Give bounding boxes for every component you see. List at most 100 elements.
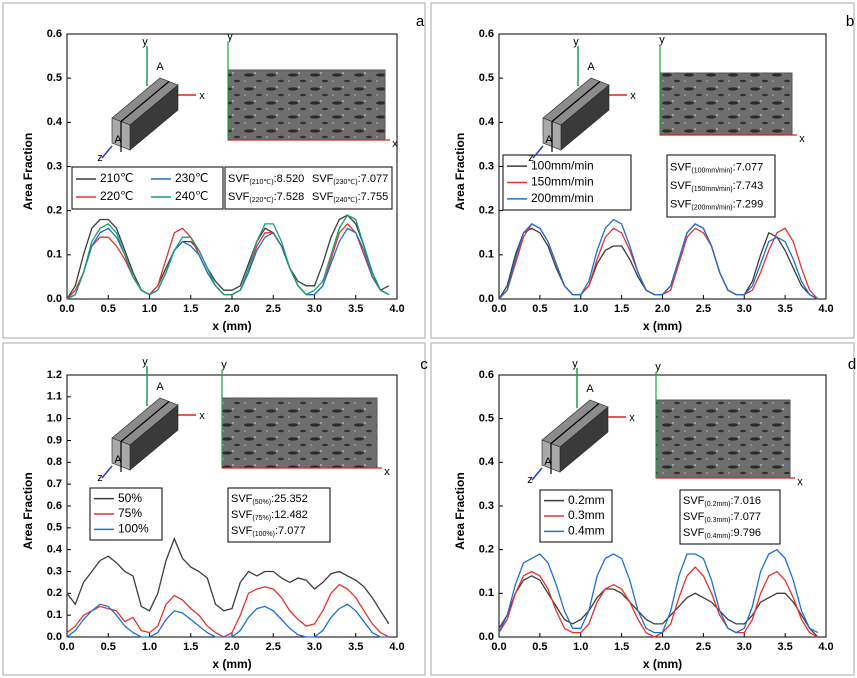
annotation: SVF(0.4mm):9.796 [683, 527, 761, 540]
inset-label: x [199, 410, 205, 422]
y-tick-label: 1.0 [47, 413, 62, 425]
annotation-main: SVF [312, 173, 334, 185]
annotation-value: :7.077 [275, 525, 306, 537]
micrograph [221, 397, 378, 469]
annotation-main: SVF [231, 493, 253, 505]
weld-line [550, 403, 600, 444]
inset-label: A [545, 134, 553, 146]
axis-arrow-z [532, 145, 544, 159]
x-axis-label: x (mm) [643, 319, 682, 333]
legend-label: 240℃ [175, 189, 209, 203]
annotation-main: SVF [231, 525, 253, 537]
x-tick-label: 4.0 [818, 641, 833, 653]
inset-label: z [97, 152, 103, 164]
y-tick-label: 0.2 [47, 587, 62, 599]
data-line [498, 566, 819, 638]
x-tick-label: 2.0 [224, 641, 239, 653]
x-tick-label: 0.0 [491, 641, 506, 653]
x-tick-label: 0.5 [532, 303, 547, 315]
annotation-value: :7.077 [358, 173, 389, 185]
weld-line [120, 81, 170, 122]
annotation-main: SVF [683, 511, 705, 523]
x-tick-label: 2.5 [696, 641, 711, 653]
x-tick-label: 3.5 [777, 641, 792, 653]
legend-label: 220℃ [100, 189, 134, 203]
inset-label: A [114, 134, 122, 146]
annotation-value: :9.796 [730, 527, 761, 539]
data-line [66, 214, 390, 300]
y-axis-label: Area Fraction [21, 472, 35, 549]
y-tick-label: 1.1 [47, 391, 62, 403]
y-tick-label: 0.7 [47, 478, 62, 490]
inset-label: x [199, 90, 205, 102]
inset-label: z [527, 474, 533, 486]
annotation-main: SVF [228, 191, 250, 203]
annotation-box [666, 154, 776, 218]
annotation-sub: (100%) [252, 531, 275, 538]
x-axis-label: x (mm) [212, 657, 251, 671]
annotation-sub: (150mm/min) [691, 186, 732, 193]
annotation-sub: (75%) [252, 515, 271, 522]
legend-label: 0.3mm [568, 508, 605, 522]
data-line [66, 214, 390, 300]
y-tick-label: 0.3 [479, 500, 494, 512]
data-line [66, 537, 390, 625]
x-tick-label: 1.0 [573, 303, 588, 315]
x-tick-label: 0.0 [59, 303, 74, 315]
y-tick-label: 0.8 [47, 456, 62, 468]
inset-label: y [655, 361, 661, 373]
x-tick-label: 0.5 [532, 641, 547, 653]
micrograph [227, 69, 386, 141]
legend-label: 100% [118, 522, 149, 536]
x-tick-label: 1.5 [614, 303, 629, 315]
legend-label: 0.2mm [568, 493, 605, 507]
panel-label: d [848, 356, 856, 373]
annotation-value: :25.352 [271, 493, 308, 505]
x-tick-label: 0.5 [101, 641, 116, 653]
x-tick-label: 1.5 [614, 641, 629, 653]
annotation-box [224, 166, 393, 210]
annotation-value: :7.755 [358, 191, 389, 203]
y-tick-label: 0.5 [47, 72, 62, 84]
inset-label: z [528, 152, 534, 164]
y-tick-label: 0.6 [47, 500, 62, 512]
x-tick-label: 3.0 [307, 641, 322, 653]
x-tick-label: 2.0 [655, 303, 670, 315]
inset-label: A [114, 454, 122, 466]
x-tick-label: 0.0 [59, 641, 74, 653]
annotation: SVF(100mm/min):7.077 [670, 161, 763, 174]
legend-label: 200mm/min [531, 191, 594, 205]
legend-label: 100mm/min [531, 158, 594, 172]
x-tick-label: 4.0 [818, 303, 833, 315]
annotation-box [679, 489, 781, 545]
legend-box [71, 166, 224, 210]
y-axis-label: Area Fraction [453, 133, 467, 210]
inset-label: y [142, 36, 148, 48]
annotation: SVF(220℃):7.528 [228, 191, 304, 204]
inset-label: y [221, 359, 227, 371]
annotation: SVF(230℃):7.077 [312, 173, 388, 186]
inset-label: A [544, 456, 552, 468]
x-tick-label: 0.0 [491, 303, 506, 315]
data-line [66, 583, 390, 638]
y-tick-label: 0.1 [47, 609, 62, 621]
data-line [498, 223, 819, 300]
panel-frame [430, 2, 855, 339]
y-tick-label: 0.0 [479, 293, 494, 305]
inset-label: x [799, 133, 805, 145]
x-tick-label: 3.0 [737, 303, 752, 315]
x-axis-label: x (mm) [643, 657, 682, 671]
annotation-value: :7.077 [730, 511, 761, 523]
legend-label: 210℃ [100, 171, 134, 185]
annotation: SVF(200mm/min):7.299 [670, 199, 763, 212]
y-tick-label: 0.4 [47, 116, 63, 128]
y-tick-label: 0.5 [47, 522, 62, 534]
x-tick-label: 1.0 [573, 641, 588, 653]
x-tick-label: 3.0 [737, 641, 752, 653]
panel-frame [2, 342, 426, 676]
inset-label: x [384, 466, 390, 478]
x-tick-label: 3.0 [307, 303, 322, 315]
annotation-sub: (210℃) [249, 179, 273, 186]
y-tick-label: 0.4 [47, 544, 63, 556]
